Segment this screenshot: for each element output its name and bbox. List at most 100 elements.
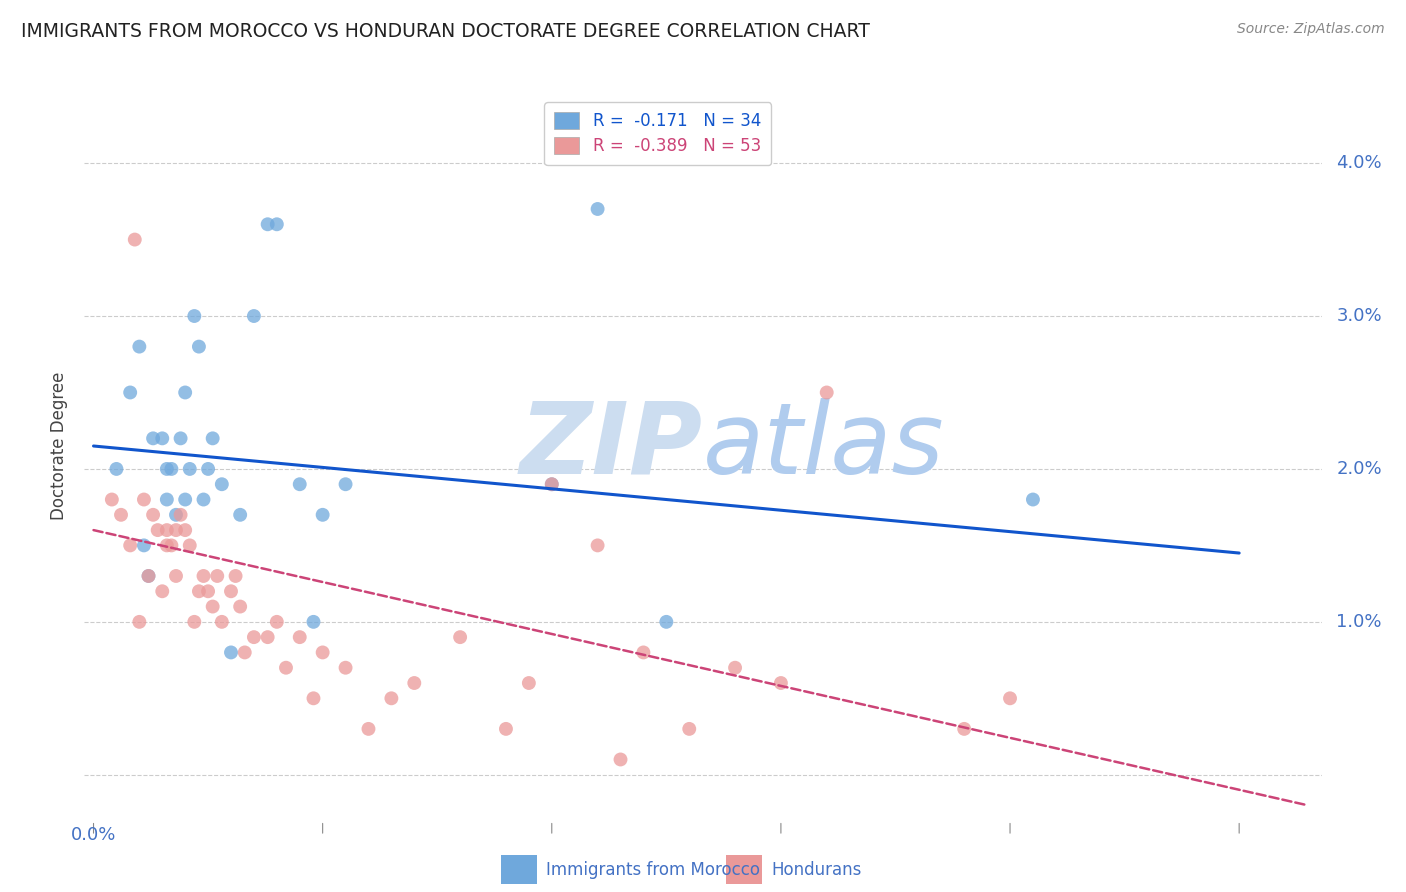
Text: Hondurans: Hondurans	[770, 861, 862, 879]
Point	[165, 508, 187, 522]
Point	[165, 569, 187, 583]
Text: 0.0%: 0.0%	[70, 826, 117, 844]
Point	[769, 676, 792, 690]
Legend: R =  -0.171   N = 34, R =  -0.389   N = 53: R = -0.171 N = 34, R = -0.389 N = 53	[544, 103, 770, 165]
Point	[179, 538, 201, 552]
Text: 2.0%: 2.0%	[1337, 460, 1382, 478]
Point	[120, 385, 142, 400]
Point	[201, 599, 224, 614]
Point	[211, 477, 233, 491]
Point	[183, 615, 205, 629]
Point	[150, 431, 173, 445]
Point	[609, 752, 631, 766]
FancyBboxPatch shape	[501, 855, 537, 884]
Point	[288, 477, 311, 491]
Point	[142, 508, 165, 522]
Text: Immigrants from Morocco: Immigrants from Morocco	[546, 861, 761, 879]
Point	[724, 661, 747, 675]
Point	[229, 508, 252, 522]
Point	[815, 385, 838, 400]
Point	[302, 615, 325, 629]
Point	[128, 340, 150, 354]
Point	[124, 233, 146, 247]
Point	[380, 691, 402, 706]
Point	[197, 584, 219, 599]
Point	[1022, 492, 1045, 507]
Point	[998, 691, 1021, 706]
Text: 3.0%: 3.0%	[1337, 307, 1382, 325]
Point	[256, 217, 278, 231]
Point	[540, 477, 562, 491]
Point	[160, 462, 183, 476]
Text: atlas: atlas	[703, 398, 945, 494]
Point	[193, 569, 215, 583]
FancyBboxPatch shape	[725, 855, 762, 884]
Point	[146, 523, 169, 537]
Point	[156, 462, 179, 476]
Point	[160, 538, 183, 552]
Y-axis label: Doctorate Degree: Doctorate Degree	[51, 372, 69, 520]
Text: 4.0%: 4.0%	[1337, 154, 1382, 172]
Point	[311, 645, 333, 659]
Point	[169, 508, 191, 522]
Point	[953, 722, 976, 736]
Point	[183, 309, 205, 323]
Point	[586, 538, 609, 552]
Point	[132, 492, 155, 507]
Point	[174, 492, 197, 507]
Point	[128, 615, 150, 629]
Point	[243, 630, 266, 644]
Point	[165, 523, 187, 537]
Point	[288, 630, 311, 644]
Point	[655, 615, 678, 629]
Point	[197, 462, 219, 476]
Point	[219, 584, 242, 599]
Text: IMMIGRANTS FROM MOROCCO VS HONDURAN DOCTORATE DEGREE CORRELATION CHART: IMMIGRANTS FROM MOROCCO VS HONDURAN DOCT…	[21, 22, 870, 41]
Point	[132, 538, 155, 552]
Point	[233, 645, 256, 659]
Point	[266, 217, 288, 231]
Point	[110, 508, 132, 522]
Point	[266, 615, 288, 629]
Point	[150, 584, 173, 599]
Point	[335, 661, 357, 675]
Point	[586, 202, 609, 216]
Point	[517, 676, 540, 690]
Point	[174, 385, 197, 400]
Point	[211, 615, 233, 629]
Point	[678, 722, 700, 736]
Point	[156, 538, 179, 552]
Point	[219, 645, 242, 659]
Point	[174, 523, 197, 537]
Point	[243, 309, 266, 323]
Point	[101, 492, 124, 507]
Point	[311, 508, 333, 522]
Point	[335, 477, 357, 491]
Point	[187, 340, 209, 354]
Point	[633, 645, 655, 659]
Point	[256, 630, 278, 644]
Point	[156, 492, 179, 507]
Point	[229, 599, 252, 614]
Text: 1.0%: 1.0%	[1337, 613, 1382, 631]
Point	[169, 431, 191, 445]
Point	[207, 569, 229, 583]
Point	[449, 630, 471, 644]
Point	[187, 584, 209, 599]
Point	[357, 722, 380, 736]
Point	[302, 691, 325, 706]
Point	[120, 538, 142, 552]
Point	[540, 477, 562, 491]
Point	[495, 722, 517, 736]
Point	[156, 523, 179, 537]
Point	[225, 569, 247, 583]
Point	[138, 569, 160, 583]
Point	[138, 569, 160, 583]
Point	[179, 462, 201, 476]
Point	[105, 462, 128, 476]
Point	[201, 431, 224, 445]
Point	[142, 431, 165, 445]
Point	[404, 676, 426, 690]
Text: Source: ZipAtlas.com: Source: ZipAtlas.com	[1237, 22, 1385, 37]
Point	[193, 492, 215, 507]
